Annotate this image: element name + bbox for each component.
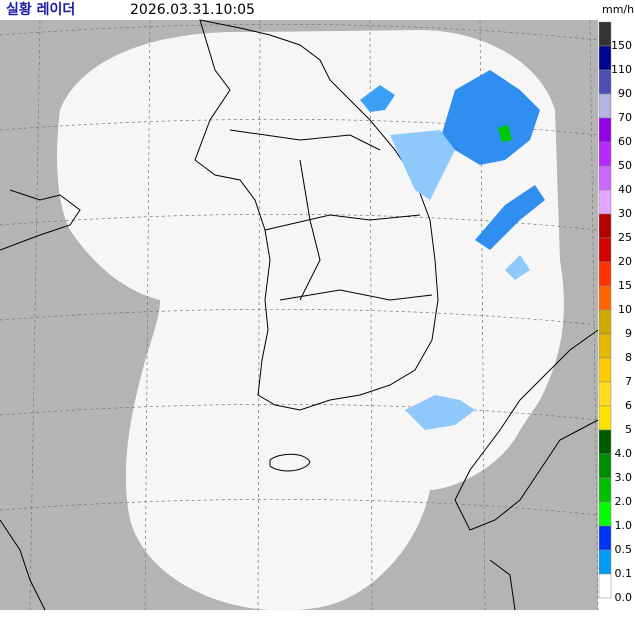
- legend-swatch: [598, 333, 612, 359]
- legend-swatch: [598, 405, 612, 431]
- legend-swatch: [598, 141, 612, 167]
- legend-label: 6: [625, 399, 632, 412]
- legend-label: 5: [625, 423, 632, 436]
- timestamp: 2026.03.31.10:05: [130, 2, 255, 18]
- legend-label: 0.0: [615, 591, 633, 604]
- legend-swatch: [598, 525, 612, 551]
- legend-label: 15: [618, 279, 632, 292]
- legend-label: 50: [618, 159, 632, 172]
- legend-swatch: [598, 21, 612, 47]
- legend-swatch: [598, 381, 612, 407]
- rain-area: [498, 125, 512, 142]
- legend-swatch: [598, 93, 612, 119]
- legend-swatch: [598, 453, 612, 479]
- legend-label: 110: [611, 63, 632, 76]
- legend-swatch: [598, 45, 612, 71]
- legend-label: 150: [611, 39, 632, 52]
- legend-swatch: [598, 237, 612, 263]
- legend-label: 40: [618, 183, 632, 196]
- legend-label: 9: [625, 327, 632, 340]
- precipitation: [360, 70, 545, 430]
- legend-swatch: [598, 501, 612, 527]
- rain-area: [440, 70, 540, 165]
- legend-label: 7: [625, 375, 632, 388]
- legend-label: 10: [618, 303, 632, 316]
- legend-swatch: [598, 165, 612, 191]
- lat-lon-grid: [0, 19, 599, 611]
- map-area: [0, 19, 599, 611]
- legend-swatch: [598, 261, 612, 287]
- legend-swatch: [598, 285, 612, 311]
- coastline: [0, 19, 599, 611]
- legend-swatch: [598, 189, 612, 215]
- legend-swatch: [598, 549, 612, 575]
- legend-label: 30: [618, 207, 632, 220]
- rain-area: [390, 130, 455, 200]
- legend-label: 60: [618, 135, 632, 148]
- legend-swatch: [598, 477, 612, 503]
- legend-swatch: [598, 309, 612, 335]
- page-title: 실황 레이더: [6, 1, 75, 18]
- legend-swatch: [598, 429, 612, 455]
- rain-area: [475, 185, 545, 250]
- legend-label: 1.0: [615, 519, 633, 532]
- legend-swatch: [598, 213, 612, 239]
- legend-label: 4.0: [615, 447, 633, 460]
- legend-swatch: [598, 357, 612, 383]
- legend-swatch: [598, 69, 612, 95]
- legend-swatch: [598, 573, 612, 599]
- legend-label: 0.1: [615, 567, 633, 580]
- legend-label: 2.0: [615, 495, 633, 508]
- unit-label: mm/h: [602, 3, 634, 16]
- rain-area: [505, 255, 530, 280]
- legend-label: 8: [625, 351, 632, 364]
- rain-area: [360, 85, 395, 112]
- legend-label: 0.5: [615, 543, 633, 556]
- legend-label: 3.0: [615, 471, 633, 484]
- legend-label: 90: [618, 87, 632, 100]
- legend-label: 70: [618, 111, 632, 124]
- legend-swatch: [598, 117, 612, 143]
- legend-label: 25: [618, 231, 632, 244]
- legend-label: 20: [618, 255, 632, 268]
- rain-area: [405, 395, 475, 430]
